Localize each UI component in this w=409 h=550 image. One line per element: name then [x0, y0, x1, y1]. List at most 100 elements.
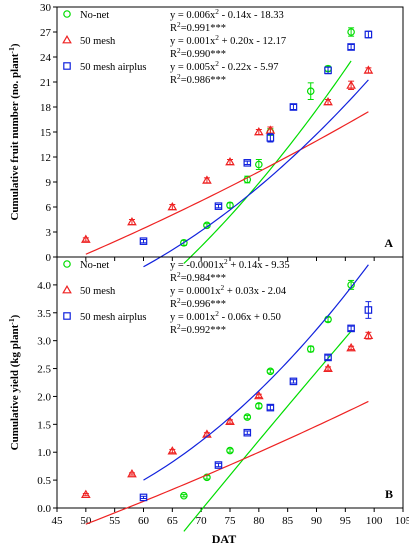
legend-label: 50 mesh airplus — [80, 62, 147, 73]
data-point — [180, 491, 188, 500]
x-tick-label: 60 — [138, 515, 150, 527]
y-tick-label: 3.0 — [37, 336, 51, 348]
data-point — [324, 353, 332, 362]
data-point — [225, 156, 235, 166]
data-point — [364, 306, 373, 314]
y-tick-label: 18 — [40, 102, 52, 114]
y-tick-label: 30 — [40, 2, 52, 14]
panel-b: 0.0 0.5 1.0 1.5 2.0 2.5 3.0 3.5 4.0 45 50 55 60 65 70 7… — [7, 256, 409, 532]
y-tick-label: 2.5 — [37, 364, 51, 376]
data-point — [214, 202, 223, 210]
data-point — [167, 446, 178, 455]
y-tick-label: 2.0 — [37, 391, 51, 403]
data-point — [255, 160, 263, 169]
x-tick-label: 50 — [80, 515, 92, 527]
x-tick-label: 95 — [340, 515, 352, 527]
fit-r-squared: R2=0.984*** — [170, 270, 226, 285]
fit-equation: y = 0.0001x2 + 0.03x - 2.04 — [170, 283, 287, 298]
fit-r-squared: R2=0.992*** — [170, 322, 226, 337]
x-tick-label: 45 — [52, 515, 64, 527]
legend-marker — [62, 284, 72, 294]
fit-line-2 — [143, 79, 369, 268]
fit-equation: y = 0.001x2 - 0.06x + 0.50 — [170, 309, 281, 324]
y-axis-label: Cumulative yield (kg plant-1) — [7, 314, 22, 450]
y-tick-label: 3 — [46, 227, 52, 239]
panel-a: 0 3 6 9 12 15 18 21 24 27 30 Cumulative fruit numbe… — [7, 2, 404, 268]
data-point — [139, 237, 148, 245]
data-point — [139, 493, 148, 502]
fit-line-2 — [143, 264, 369, 481]
fit-r-squared: R2=0.990*** — [170, 46, 226, 61]
fit-r-squared: R2=0.996*** — [170, 296, 226, 311]
data-point — [306, 345, 315, 353]
data-point — [180, 239, 188, 247]
fit-r-squared: R2=0.991*** — [170, 20, 226, 35]
panel-label: A — [384, 236, 393, 250]
x-tick-label: 85 — [282, 515, 294, 527]
data-point — [253, 126, 264, 136]
panel-label: B — [385, 487, 393, 501]
x-tick-label: 80 — [253, 515, 265, 527]
fit-equation: y = 0.001x2 + 0.20x - 12.17 — [170, 33, 286, 48]
legend-label: 50 mesh airplus — [80, 312, 147, 323]
data-point — [127, 216, 137, 226]
data-point — [266, 134, 275, 142]
legend-label: No-net — [80, 10, 109, 21]
legend-label: 50 mesh — [80, 286, 116, 297]
x-tick-label: 90 — [311, 515, 323, 527]
data-point — [289, 103, 298, 111]
y-tick-label: 12 — [40, 152, 51, 164]
data-point — [243, 428, 252, 437]
legend-marker — [63, 312, 71, 320]
fit-line-1 — [85, 111, 369, 255]
y-tick-label: 15 — [40, 127, 52, 139]
x-tick-label: 55 — [109, 515, 121, 527]
x-tick-label: 100 — [366, 515, 383, 527]
legend-label: No-net — [80, 260, 109, 271]
data-point — [346, 342, 356, 352]
data-point — [346, 80, 356, 89]
data-point — [203, 221, 211, 230]
fit-line-0 — [183, 330, 352, 532]
fit-equation: y = 0.005x2 - 0.22x - 5.97 — [170, 59, 278, 74]
fit-equation: y = -0.0001x2 + 0.14x - 9.35 — [170, 257, 290, 272]
data-point — [364, 30, 373, 39]
data-point — [253, 390, 264, 400]
data-point — [255, 402, 263, 410]
y-tick-label: 0 — [46, 252, 52, 264]
data-point — [226, 446, 234, 455]
data-point — [226, 201, 234, 210]
data-point — [347, 324, 355, 333]
y-axis-label: Cumulative fruit number (no. plant-1) — [7, 43, 22, 220]
data-point — [363, 330, 374, 340]
x-tick-label: 70 — [196, 515, 208, 527]
y-tick-label: 1.0 — [37, 447, 51, 459]
data-point — [324, 66, 332, 75]
legend-marker — [63, 62, 71, 70]
y-tick-label: 0.0 — [37, 503, 51, 515]
y-tick-label: 21 — [40, 77, 51, 89]
y-tick-label: 3.5 — [37, 308, 51, 320]
data-point — [363, 65, 374, 74]
x-tick-label: 75 — [225, 515, 237, 527]
legend-marker — [62, 34, 72, 44]
data-point — [347, 43, 355, 51]
data-point — [323, 363, 333, 372]
data-point — [306, 87, 315, 95]
fit-r-squared: R2=0.986*** — [170, 72, 226, 87]
fit-line-1 — [85, 400, 369, 525]
data-point — [225, 416, 235, 425]
data-point — [265, 125, 276, 134]
fit-line-0 — [183, 60, 352, 264]
data-point — [203, 473, 211, 482]
data-point — [243, 413, 252, 421]
y-tick-label: 9 — [46, 177, 52, 189]
y-tick-label: 0.5 — [37, 475, 51, 487]
y-tick-label: 4.0 — [37, 280, 51, 292]
data-point — [243, 159, 252, 167]
data-point — [214, 461, 223, 469]
data-point — [347, 28, 355, 36]
data-point — [289, 377, 298, 386]
y-tick-label: 24 — [40, 52, 52, 64]
